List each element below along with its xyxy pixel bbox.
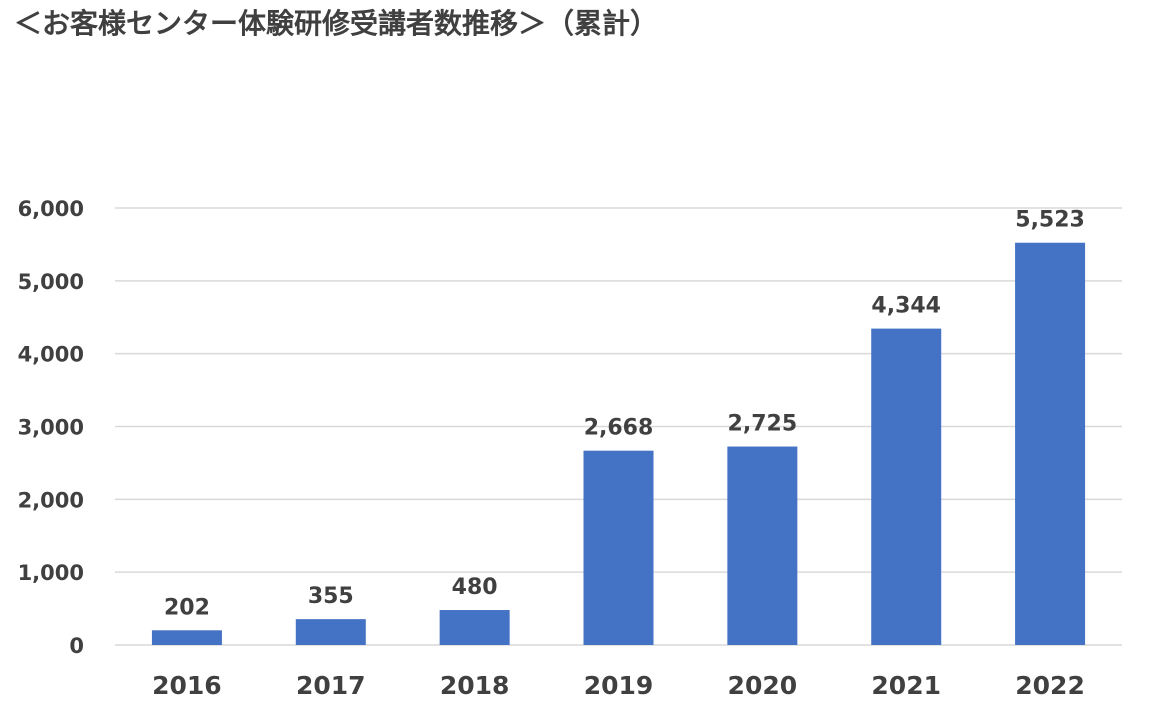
data-labels: 202 355 480 2,668 2,725 4,344 5,523 <box>164 208 1085 621</box>
data-label-2016: 202 <box>164 595 210 620</box>
x-category-label-2022: 2022 <box>1015 671 1085 700</box>
y-tick-label: 5,000 <box>18 270 84 294</box>
x-category-label-2020: 2020 <box>728 671 798 700</box>
x-category-label-2019: 2019 <box>584 671 654 700</box>
data-label-2020: 2,725 <box>728 412 798 437</box>
data-label-2018: 480 <box>452 575 498 600</box>
bar-2020 <box>727 446 798 645</box>
y-tick-label: 1,000 <box>18 561 84 585</box>
bar-2016 <box>151 630 222 645</box>
y-tick-label: 0 <box>69 634 84 658</box>
x-category-label-2021: 2021 <box>871 671 941 700</box>
bar-2018 <box>439 610 510 645</box>
x-category-label-2016: 2016 <box>152 671 222 700</box>
x-axis-category-labels: 2016 2017 2018 2019 2020 2021 2022 <box>152 671 1085 700</box>
data-label-2017: 355 <box>308 584 354 609</box>
bar-2017 <box>295 619 366 645</box>
y-tick-label: 4,000 <box>18 343 84 367</box>
x-category-label-2018: 2018 <box>440 671 510 700</box>
bar-2022 <box>1015 242 1086 645</box>
y-tick-label: 2,000 <box>18 488 84 512</box>
y-tick-label: 3,000 <box>18 416 84 440</box>
bar-2019 <box>583 450 654 645</box>
x-category-label-2017: 2017 <box>296 671 366 700</box>
data-label-2022: 5,523 <box>1015 208 1085 233</box>
chart-title: ＜お客様センター体験研修受講者数推移＞（累計） <box>14 7 659 40</box>
bars <box>151 242 1086 645</box>
y-axis-tick-labels: 0 1,000 2,000 3,000 4,000 5,000 6,000 <box>18 197 84 658</box>
data-label-2021: 4,344 <box>871 294 941 319</box>
bar-2021 <box>871 328 942 645</box>
data-label-2019: 2,668 <box>584 416 654 441</box>
y-tick-label: 6,000 <box>18 197 84 221</box>
